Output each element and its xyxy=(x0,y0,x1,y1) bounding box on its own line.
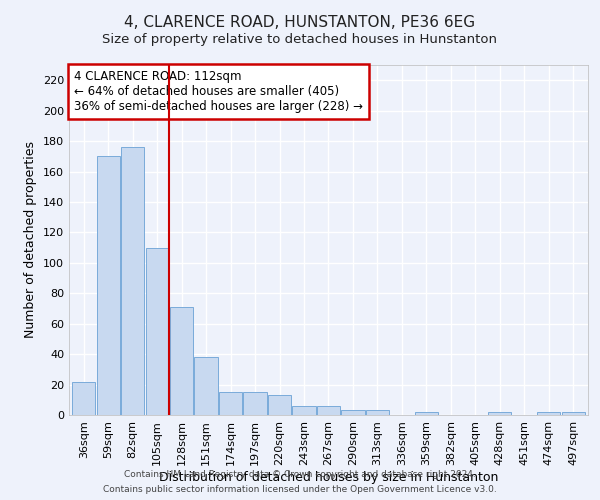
Bar xyxy=(366,410,389,415)
Y-axis label: Number of detached properties: Number of detached properties xyxy=(25,142,37,338)
Bar xyxy=(317,406,340,415)
Text: Contains public sector information licensed under the Open Government Licence v3: Contains public sector information licen… xyxy=(103,485,497,494)
Text: Contains HM Land Registry data © Crown copyright and database right 2024.: Contains HM Land Registry data © Crown c… xyxy=(124,470,476,479)
Bar xyxy=(268,395,291,415)
Text: 4 CLARENCE ROAD: 112sqm
← 64% of detached houses are smaller (405)
36% of semi-d: 4 CLARENCE ROAD: 112sqm ← 64% of detache… xyxy=(74,70,363,114)
Bar xyxy=(488,412,511,415)
Bar xyxy=(292,406,316,415)
Bar xyxy=(219,392,242,415)
Bar xyxy=(121,147,144,415)
Bar xyxy=(170,307,193,415)
Text: Size of property relative to detached houses in Hunstanton: Size of property relative to detached ho… xyxy=(103,32,497,46)
Bar xyxy=(537,412,560,415)
Text: 4, CLARENCE ROAD, HUNSTANTON, PE36 6EG: 4, CLARENCE ROAD, HUNSTANTON, PE36 6EG xyxy=(124,15,476,30)
Bar xyxy=(244,392,266,415)
Bar xyxy=(72,382,95,415)
Bar xyxy=(341,410,365,415)
Bar xyxy=(97,156,120,415)
Bar xyxy=(562,412,585,415)
Bar xyxy=(146,248,169,415)
Bar xyxy=(415,412,438,415)
X-axis label: Distribution of detached houses by size in Hunstanton: Distribution of detached houses by size … xyxy=(159,470,498,484)
Bar xyxy=(194,357,218,415)
